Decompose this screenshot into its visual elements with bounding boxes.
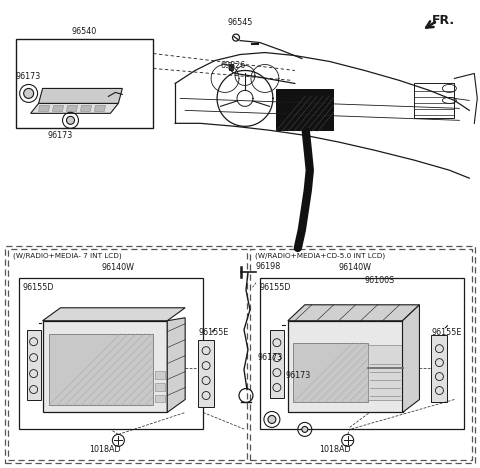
Text: 96140W: 96140W xyxy=(338,263,371,272)
Text: 96173: 96173 xyxy=(258,353,283,362)
Text: 1018AD: 1018AD xyxy=(319,446,350,454)
Text: (W/RADIO+MEDIA- 7 INT LCD): (W/RADIO+MEDIA- 7 INT LCD) xyxy=(12,253,121,259)
Bar xyxy=(260,278,464,430)
Bar xyxy=(8,249,247,461)
Polygon shape xyxy=(95,105,106,111)
Circle shape xyxy=(268,416,276,424)
Text: 96540: 96540 xyxy=(72,27,97,36)
Polygon shape xyxy=(403,305,420,412)
Bar xyxy=(293,343,368,402)
Bar xyxy=(5,246,475,463)
Bar xyxy=(43,321,167,412)
Bar xyxy=(26,330,41,400)
Text: 96155D: 96155D xyxy=(260,283,291,292)
Text: 96100S: 96100S xyxy=(365,276,395,285)
Polygon shape xyxy=(31,103,119,113)
Polygon shape xyxy=(288,305,420,321)
Bar xyxy=(155,371,165,379)
Polygon shape xyxy=(67,105,77,111)
Polygon shape xyxy=(52,105,63,111)
Circle shape xyxy=(67,117,74,124)
Polygon shape xyxy=(167,318,185,412)
Text: 96173: 96173 xyxy=(48,132,73,140)
Bar xyxy=(276,89,334,132)
Bar xyxy=(48,334,153,405)
Text: 96198: 96198 xyxy=(256,262,281,271)
Circle shape xyxy=(302,426,308,432)
Polygon shape xyxy=(38,88,122,103)
Text: 1018AD: 1018AD xyxy=(90,446,121,454)
Bar xyxy=(155,382,165,390)
Bar xyxy=(432,335,447,402)
Text: (W/RADIO+MEDIA+CD-5.0 INT LCD): (W/RADIO+MEDIA+CD-5.0 INT LCD) xyxy=(255,253,385,259)
Circle shape xyxy=(24,88,34,98)
Bar xyxy=(155,395,165,402)
Text: 96173: 96173 xyxy=(286,371,311,380)
Text: 96545: 96545 xyxy=(228,18,252,27)
Text: 96140W: 96140W xyxy=(102,263,135,272)
Polygon shape xyxy=(43,308,185,321)
Text: FR.: FR. xyxy=(432,14,455,27)
Text: 69826: 69826 xyxy=(220,61,245,70)
Text: 96173: 96173 xyxy=(16,72,41,81)
Bar xyxy=(415,83,455,118)
Text: 96155E: 96155E xyxy=(432,328,462,337)
Bar xyxy=(368,344,403,400)
Bar xyxy=(250,249,472,461)
Text: 96155D: 96155D xyxy=(23,283,54,292)
Polygon shape xyxy=(38,105,49,111)
Text: 96155E: 96155E xyxy=(198,328,228,337)
Bar xyxy=(288,321,403,412)
Bar xyxy=(19,278,203,430)
Bar xyxy=(198,340,214,408)
Polygon shape xyxy=(81,105,92,111)
Bar xyxy=(16,38,153,128)
Bar xyxy=(229,64,234,72)
Bar xyxy=(270,330,284,397)
